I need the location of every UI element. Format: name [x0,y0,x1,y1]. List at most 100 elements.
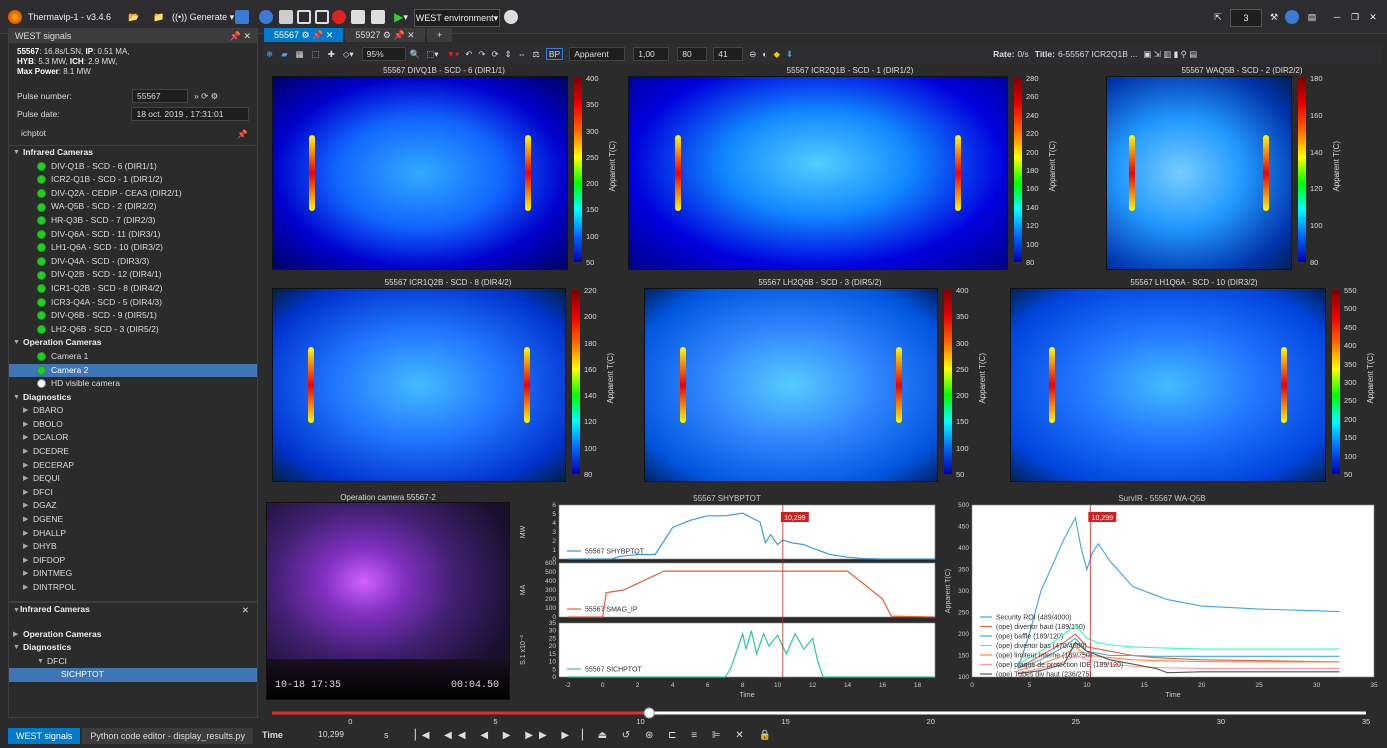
ir-camera-item[interactable]: DIV-Q2A - CEDIP - CEA3 (DIR2/1) [9,187,257,201]
ir-image[interactable] [628,76,1008,270]
search-pin-icon[interactable]: 📌 [237,128,248,139]
expand-arrow-icon[interactable]: ▶ [23,543,29,551]
tab-55927[interactable]: 55927 ⚙ 📌 ✕ [345,28,425,42]
time-unit-select[interactable]: s [384,730,389,740]
sel-diag-header[interactable]: Diagnostics [23,642,72,653]
panel-pin-close-icon[interactable]: 📌 ✕ [229,31,251,41]
expand-arrow-icon[interactable]: ▶ [23,420,29,428]
ir-camera-item[interactable]: DIV-Q1B - SCD - 6 (DIR1/1) [9,160,257,174]
op-camera-item[interactable]: HD visible camera [9,377,257,391]
expand-arrow-icon[interactable]: ▶ [23,516,29,524]
expand-arrow-icon[interactable]: ▶ [23,434,29,442]
ir-image[interactable] [272,76,568,270]
external-icon[interactable]: ⇱ [1214,11,1222,22]
shape-icon[interactable]: ◇▾ [342,48,354,59]
sel-op-header[interactable]: Operation Cameras [23,628,102,639]
probe-icon[interactable]: ⬇ [786,48,794,59]
expand-arrow-icon[interactable]: ▶ [23,475,29,483]
colorbar[interactable] [944,290,952,474]
ir-camera-item[interactable]: ICR1-Q2B - SCD - 8 (DIR4/2) [9,282,257,296]
snowflake-icon[interactable]: ❄ [266,48,274,59]
tree-diag-header[interactable]: Diagnostics [23,391,72,402]
count-spinbox[interactable]: 3 [1230,9,1262,27]
display-icon[interactable] [296,8,312,26]
tab-python-editor[interactable]: Python code editor - display_results.py [82,728,253,744]
pulse-date-input[interactable]: 18 oct. 2019 , 17:31:01 [131,107,249,121]
redo-icon[interactable]: ↷ [478,48,486,59]
op-camera-item[interactable]: Camera 1 [9,350,257,364]
tools-icon[interactable] [278,8,294,26]
mirror-icon[interactable]: ⇔ [517,49,527,59]
ir-image[interactable] [272,288,566,482]
environment-icon[interactable] [503,8,519,26]
colorbar[interactable] [1332,290,1340,474]
op-camera-item[interactable]: Camera 2 [9,363,257,378]
ir-image[interactable] [1106,76,1292,270]
tab-add[interactable]: + [426,28,452,42]
camera-icon[interactable] [350,8,366,26]
playback-buttons[interactable]: ▕◀ ◀◀ ◀ ▶ ▶▶ ▶▕ ⏏ ↺ ⊛ ⊏ ≡ ⊫ ✕ 🔒 [408,729,777,741]
zoom-select[interactable]: 95% [361,47,406,61]
remove-icon[interactable]: ⊖ [749,48,757,59]
pulse-nav-icons[interactable]: » ⟳ ⚙ [194,90,219,101]
sel-ir-header[interactable]: Infrared Cameras [19,604,90,614]
zoom-icon[interactable]: 🔍 [409,48,421,59]
environment-select[interactable]: WEST environment ▾ [414,9,500,27]
select-icon[interactable]: ⬚ [311,48,320,59]
sel-sichptot[interactable]: SICHPTOT [9,668,257,682]
marker-icon[interactable]: ▼▾ [446,48,460,59]
diagnostic-item[interactable]: ▶ DINTMEG [9,567,257,581]
colorbar[interactable] [1298,78,1306,262]
open-icon[interactable]: 📂 [128,11,140,22]
grid-icon[interactable]: ▦ [295,48,304,59]
save-icon[interactable] [234,8,250,26]
diagnostic-item[interactable]: ▶ DECERAP [9,459,257,473]
expand-arrow-icon[interactable]: ▶ [23,529,29,537]
menu-icon[interactable]: ▤ [1307,11,1317,22]
expand-arrow-icon[interactable]: ▶ [23,488,29,496]
mode-select[interactable]: Apparent [569,47,626,61]
ir-image[interactable] [644,288,938,482]
diagnostic-item[interactable]: ▶ DEQUI [9,472,257,486]
survir-plot[interactable]: SurvIR - 55567 WA-Q5B5004504003503002502… [942,493,1382,703]
expand-arrow-icon[interactable]: ▶ [23,556,29,564]
diagnostic-item[interactable]: ▶ DBARO [9,404,257,418]
colorbar[interactable] [1014,78,1022,262]
info-icon[interactable] [258,8,274,26]
ir-camera-item[interactable]: DIV-Q6B - SCD - 9 (DIR5/1) [9,309,257,323]
diagnostic-item[interactable]: ▶ DGENE [9,513,257,527]
close-icon[interactable]: ✕ [1369,11,1377,22]
play-button[interactable]: ▶ ▾ [394,10,408,24]
time-value-input[interactable]: 10,299 [318,729,344,739]
bp-button[interactable]: BP [545,48,564,60]
maximize-icon[interactable]: ❐ [1350,11,1360,22]
ir-camera-item[interactable]: DIV-Q2B - SCD - 12 (DIR4/1) [9,268,257,282]
diagnostic-item[interactable]: ▶ DCALOR [9,431,257,445]
windows-icon[interactable] [314,8,330,26]
diagnostic-item[interactable]: ▶ DCEDRE [9,445,257,459]
rotate-icon[interactable]: ⟳ [491,48,499,59]
diagnostic-item[interactable]: ▶ DIFDOP [9,554,257,568]
expand-arrow-icon[interactable]: ▶ [23,448,29,456]
ir-camera-item[interactable]: LH2-Q6B - SCD - 3 (DIR5/2) [9,323,257,337]
expand-arrow-icon[interactable]: ▶ [23,461,29,469]
tree-ir-header[interactable]: Infrared Cameras [23,147,93,157]
flip-icon[interactable]: ⇕ [504,48,512,59]
expand-arrow-icon[interactable]: ▶ [23,407,29,415]
print-icon[interactable] [370,8,386,26]
help-icon[interactable] [1284,8,1300,26]
ir-camera-item[interactable]: DIV-Q6A - SCD - 11 (DIR3/1) [9,228,257,242]
colorbar[interactable] [574,78,582,262]
minimize-icon[interactable]: ─ [1333,12,1341,22]
pulse-number-input[interactable]: 55567 [132,89,188,103]
value2-spin[interactable]: 80 [677,47,708,61]
undo-icon[interactable]: ↶ [465,48,473,59]
roi-icon[interactable]: ▰ [281,48,288,59]
tab-west-signals[interactable]: WEST signals [8,728,81,744]
tab-55567[interactable]: 55567 ⚙ 📌 ✕ [264,28,344,42]
expand-arrow-icon[interactable]: ▶ [23,570,29,578]
record-icon[interactable] [331,8,347,26]
search-input[interactable]: ichptot [21,128,47,138]
diagnostic-item[interactable]: ▶ DHYB [9,540,257,554]
expand-arrow-icon[interactable]: ▶ [23,502,29,510]
